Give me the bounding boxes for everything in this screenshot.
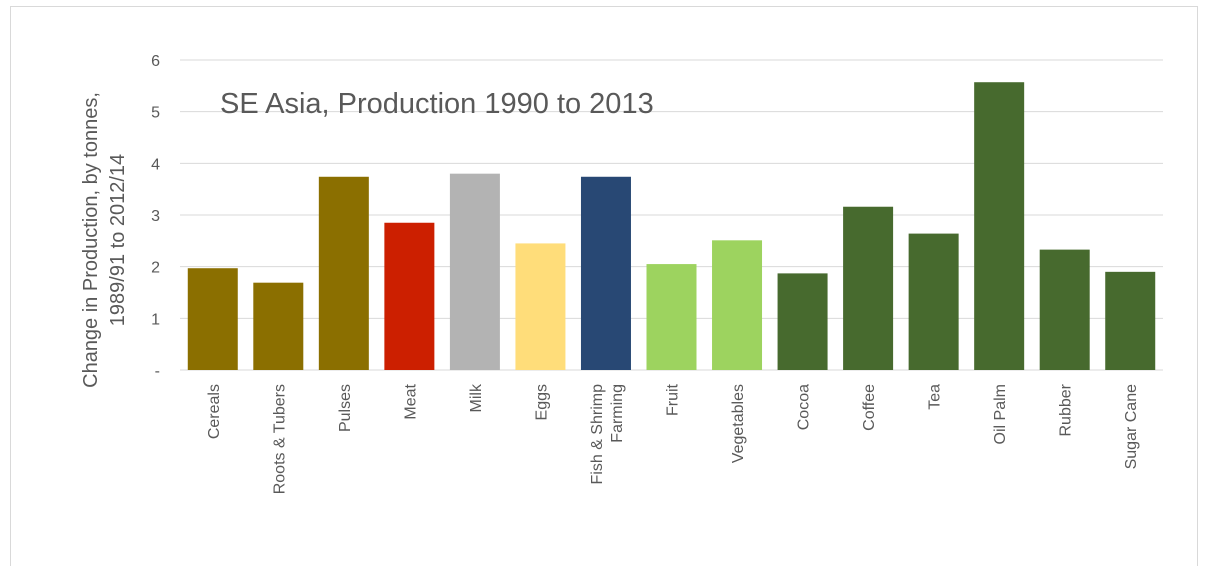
bar [843, 206, 894, 370]
bar [253, 282, 304, 370]
x-tick-label: Cocoa [796, 384, 813, 430]
x-tick-label: Tea [927, 384, 944, 410]
x-tick-label: Milk [468, 383, 485, 412]
bar [384, 222, 435, 370]
x-tick-label: Meat [402, 383, 419, 419]
bar [318, 176, 369, 370]
chart-title: SE Asia, Production 1990 to 2013 [220, 88, 654, 120]
bar [449, 173, 500, 370]
y-tick-label: 2 [151, 260, 160, 277]
x-tick-label: Sugar Cane [1123, 384, 1140, 469]
bar [777, 273, 828, 370]
bar [646, 264, 697, 370]
x-tick-label: Cereals [206, 384, 223, 439]
x-tick-label: Rubber [1058, 383, 1075, 436]
bar [974, 82, 1025, 370]
bar [580, 176, 631, 370]
y-axis-label: Change in Production, by tonnes, 1989/91 … [80, 92, 129, 388]
y-tick-label: 3 [151, 208, 160, 225]
y-tick-label: - [155, 363, 160, 380]
y-tick-label: 4 [151, 156, 160, 173]
bar [1105, 271, 1156, 370]
bar [908, 233, 959, 370]
x-tick-label: Oil Palm [992, 384, 1009, 444]
y-axis-label-line: Change in Production, by tonnes, [80, 92, 102, 388]
y-axis-ticks: - 1 2 3 4 5 6 [151, 53, 160, 380]
y-tick-label: 5 [151, 105, 160, 122]
x-tick-label: Coffee [861, 384, 878, 431]
bar [187, 268, 238, 370]
x-tick-label: Roots & Tubers [271, 384, 288, 494]
x-tick-label: Fruit [665, 383, 682, 416]
y-tick-label: 1 [151, 311, 160, 328]
x-tick-label: Pulses [337, 384, 354, 432]
bar [1039, 249, 1090, 370]
y-tick-label: 6 [151, 53, 160, 70]
x-tick-label: Vegetables [730, 384, 747, 463]
x-tick-label: Eggs [533, 384, 550, 420]
y-axis-label-line: 1989/91 to 2012/14 [107, 154, 129, 326]
x-tick-label: Farming [609, 384, 626, 443]
bars [187, 82, 1156, 370]
x-axis-labels: Cereals Roots & Tubers Pulses Meat Milk Eggs F… [206, 383, 1140, 494]
bar [515, 243, 566, 370]
bar [712, 240, 763, 370]
x-tick-label: Fish & Shrimp [589, 384, 606, 485]
